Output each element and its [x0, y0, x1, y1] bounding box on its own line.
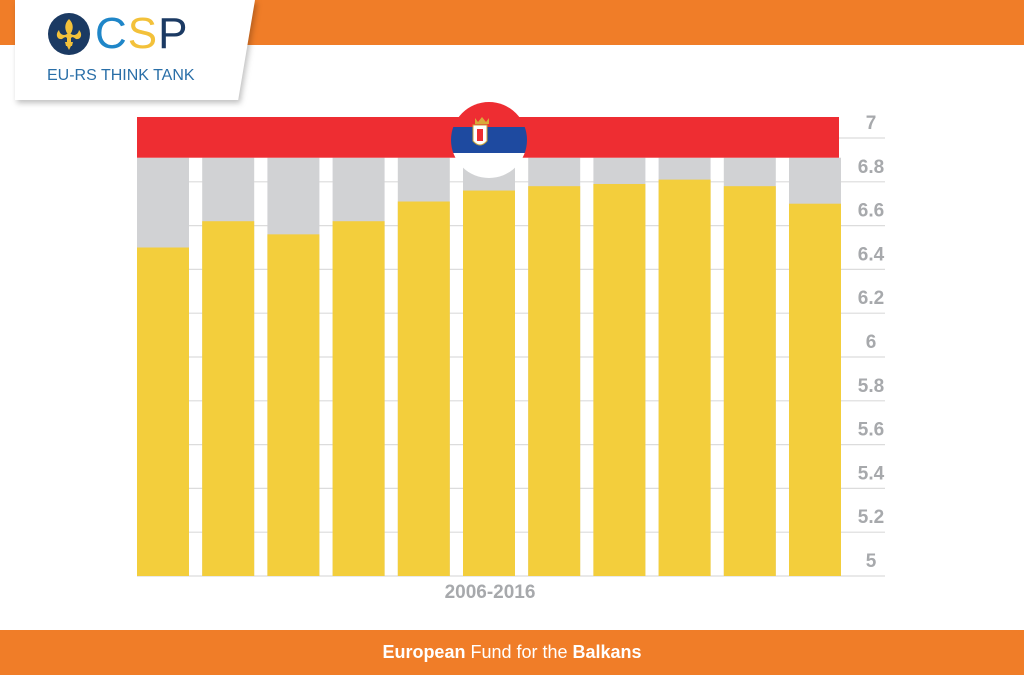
y-tick-label: 5.6	[858, 420, 884, 441]
shield-icon	[477, 129, 483, 141]
bar-2006	[137, 247, 189, 576]
y-tick-label: 6.8	[858, 157, 884, 178]
bar-2008	[267, 234, 320, 577]
crown-icon	[475, 117, 489, 124]
y-tick-label: 6.6	[858, 201, 884, 222]
bar-2009	[332, 221, 385, 576]
serbia-flag-icon	[451, 102, 527, 178]
footer-european: European	[382, 642, 466, 662]
logo-subtitle: EU-RS THINK TANK	[47, 67, 195, 84]
y-tick-label: 6	[866, 332, 877, 353]
bar-2016	[789, 203, 841, 576]
bar-2013	[593, 183, 646, 577]
bar-2010	[397, 201, 450, 576]
y-tick-label: 7	[866, 113, 877, 134]
y-tick-label: 5	[866, 551, 877, 572]
bar-2012	[528, 186, 581, 576]
y-tick-label: 5.8	[858, 376, 884, 397]
footer-bar: European Fund for the Balkans	[0, 630, 1024, 675]
x-axis-label: 2006-2016	[444, 582, 536, 603]
bar-2007	[202, 221, 255, 576]
csp-logo: CSP	[47, 12, 189, 56]
y-tick-label: 5.4	[858, 463, 885, 484]
y-tick-label: 6.4	[858, 244, 885, 265]
y-tick-label: 5.2	[858, 507, 884, 528]
bar-2015	[723, 186, 776, 576]
footer-middle: Fund for the	[465, 642, 573, 662]
logo-wordmark: CSP	[95, 9, 189, 58]
bar-2011	[463, 190, 515, 576]
bar-2014	[658, 179, 711, 577]
logo-card	[15, 0, 265, 104]
footer-balkans: Balkans	[572, 642, 642, 662]
y-tick-label: 6.2	[858, 288, 884, 309]
fleur-de-lis-icon	[48, 13, 90, 55]
